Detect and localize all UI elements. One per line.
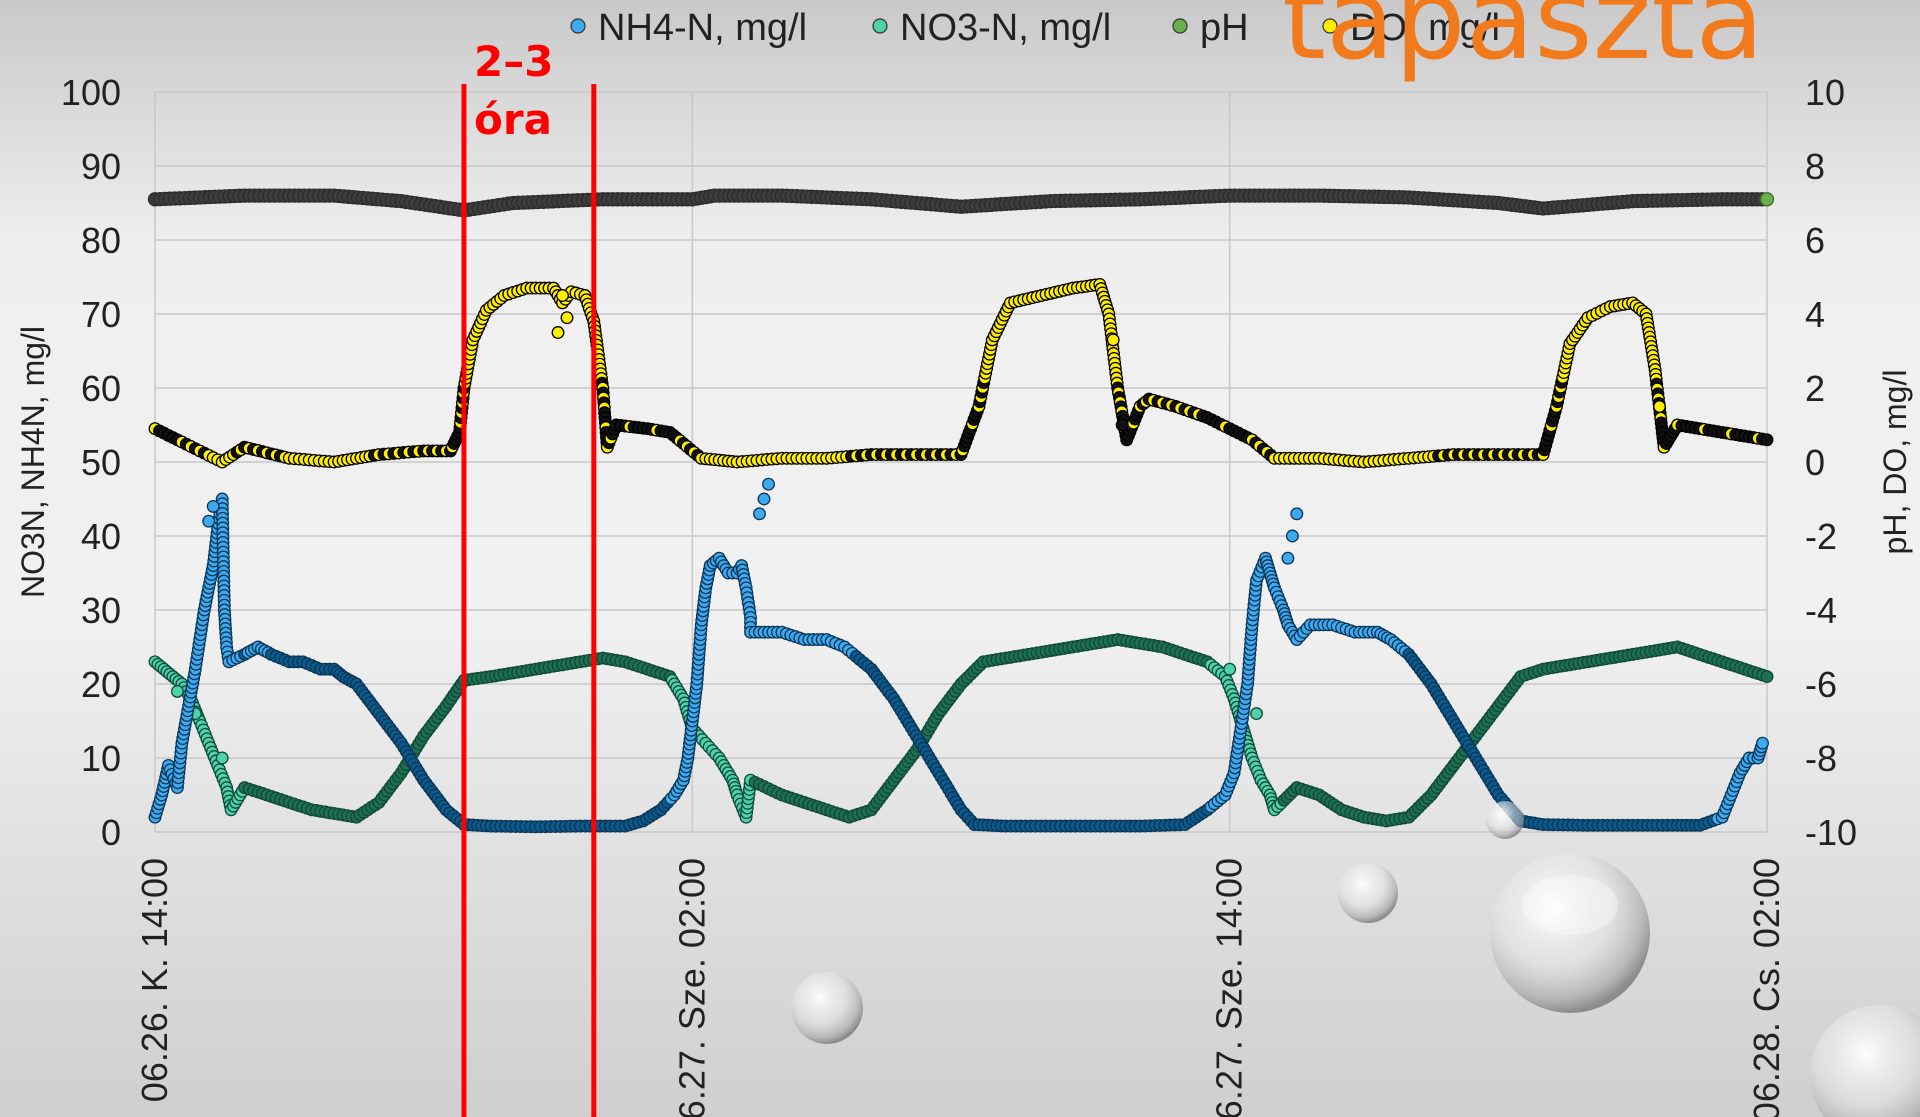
- y-left-tick-label: 50: [81, 442, 121, 483]
- x-tick-label: 06.27. Sze. 02:00: [671, 858, 712, 1117]
- data-point: [551, 326, 565, 339]
- y-left-tick-label: 60: [81, 368, 121, 409]
- data-point: [560, 311, 574, 325]
- data-point: [202, 514, 216, 528]
- y-right-tick-label: 0: [1805, 442, 1825, 483]
- y-axis-left-label: NO3N, NH4N, mg/l: [15, 326, 51, 598]
- legend-marker: [872, 18, 888, 34]
- y-left-tick-label: 90: [81, 146, 121, 187]
- series-1: [148, 633, 1774, 828]
- y-right-tick-label: 6: [1805, 220, 1825, 261]
- data-point: [1250, 707, 1263, 721]
- x-tick-label: 06.26. K. 14:00: [134, 858, 175, 1102]
- legend-label: NH4-N, mg/l: [598, 7, 807, 49]
- data-point: [215, 751, 229, 765]
- data-point: [1223, 662, 1237, 676]
- legend-marker: [570, 18, 586, 34]
- slide-title-fragment: tapaszta: [1282, 0, 1764, 85]
- y-right-tick-label: 8: [1805, 146, 1825, 187]
- y-left-tick-label: 80: [81, 220, 121, 261]
- legend-marker: [1172, 18, 1188, 34]
- data-point: [1760, 433, 1774, 447]
- y-right-tick-label: -6: [1805, 664, 1837, 705]
- data-point: [170, 684, 184, 698]
- y-right-tick-label: 10: [1805, 72, 1845, 113]
- y-right-tick-label: 4: [1805, 294, 1825, 335]
- data-point: [1653, 400, 1666, 413]
- data-point: [1285, 529, 1299, 543]
- data-point: [206, 499, 220, 513]
- series-2: [147, 188, 1775, 218]
- y-axis-right-label: pH, DO, mg/l: [1877, 370, 1913, 555]
- legend-marker: [1322, 18, 1338, 34]
- data-point: [556, 289, 569, 302]
- annotation-label-unit: óra: [474, 95, 552, 144]
- data-point: [1290, 507, 1304, 521]
- y-right-tick-label: -10: [1805, 812, 1857, 853]
- chart-series-layer: [147, 188, 1775, 834]
- y-right-tick-label: 2: [1805, 368, 1825, 409]
- data-point: [1756, 736, 1769, 750]
- data-point: [1759, 192, 1775, 207]
- chart-legend: NH4-N, mg/l NO3-N, mg/l pH DO, mg/l: [570, 7, 1500, 49]
- y-left-tick-label: 70: [81, 294, 121, 335]
- y-left-tick-label: 40: [81, 516, 121, 557]
- y-left-tick-label: 30: [81, 590, 121, 631]
- x-tick-label: 06.28. Cs. 02:00: [1746, 858, 1787, 1117]
- legend-label: DO, mg/l: [1350, 7, 1500, 49]
- annotation-layer: tapaszta 2–3 óra: [461, 0, 1764, 1117]
- y-left-tick-label: 10: [81, 738, 121, 779]
- chart-axes: 10090807060504030201001086420-2-4-6-8-10…: [15, 72, 1913, 1117]
- data-point: [1115, 418, 1129, 432]
- annotation-label-hours: 2–3: [474, 37, 553, 86]
- y-right-tick-label: -4: [1805, 590, 1837, 631]
- data-point: [762, 477, 775, 491]
- data-point: [757, 492, 771, 506]
- chart-grid: [154, 91, 1768, 833]
- legend-label: pH: [1200, 7, 1249, 49]
- data-point: [753, 507, 766, 521]
- legend-label: NO3-N, mg/l: [900, 7, 1111, 49]
- data-point: [1760, 670, 1774, 684]
- y-right-tick-label: -2: [1805, 516, 1837, 557]
- series-0: [148, 477, 1769, 834]
- y-left-tick-label: 100: [61, 72, 121, 113]
- x-tick-label: 06.27. Sze. 14:00: [1209, 858, 1250, 1117]
- data-point: [1106, 333, 1120, 347]
- series-3: [148, 277, 1774, 469]
- y-right-tick-label: -8: [1805, 738, 1837, 779]
- data-point: [1281, 551, 1295, 565]
- y-left-tick-label: 0: [101, 812, 121, 853]
- y-left-tick-label: 20: [81, 664, 121, 705]
